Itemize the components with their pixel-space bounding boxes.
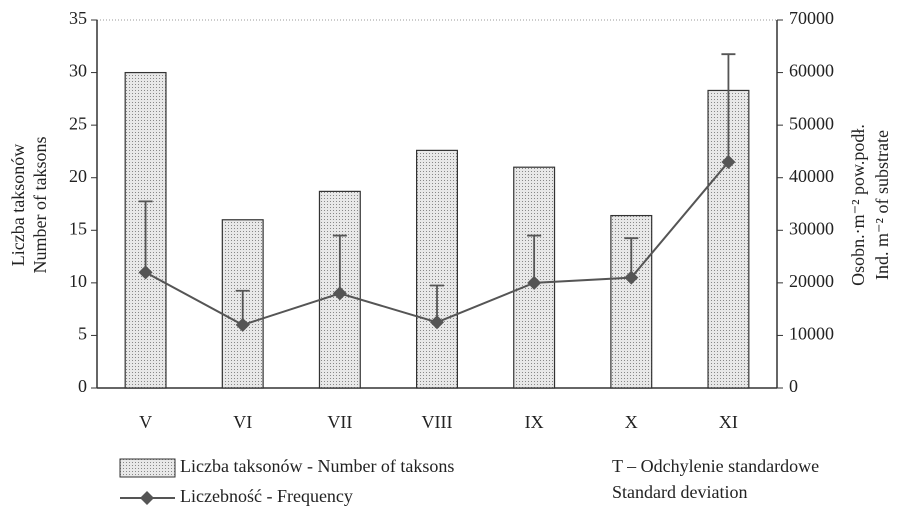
y2-tick-label: 30000 — [789, 218, 834, 238]
marker — [527, 275, 542, 290]
x-tick-label: VIII — [422, 412, 453, 432]
y2-tick-label: 50000 — [789, 113, 834, 133]
y2-tick-label: 20000 — [789, 271, 834, 291]
y-tick-label: 0 — [78, 376, 87, 396]
y-axis-label: Liczba taksonów — [8, 144, 28, 266]
y-tick-label: 5 — [78, 324, 87, 344]
bar — [610, 214, 653, 389]
y2-tick-label: 0 — [789, 376, 798, 396]
y2-tick-label: 60000 — [789, 61, 834, 81]
x-tick-label: X — [625, 412, 638, 432]
error-bar — [527, 234, 542, 283]
x-tick-label: V — [139, 412, 152, 432]
x-tick-label: XI — [719, 412, 738, 432]
y-tick-label: 15 — [69, 218, 87, 238]
x-tick-label: IX — [525, 412, 544, 432]
marker — [624, 270, 639, 285]
y2-axis-label: Ind. m⁻² of substrate — [872, 130, 892, 280]
legend-swatch — [119, 458, 176, 478]
y-tick-label: 10 — [69, 271, 87, 291]
annotation: T – Odchylenie standardowe — [612, 456, 819, 476]
y2-tick-label: 10000 — [789, 324, 834, 344]
marker — [721, 154, 736, 169]
legend-marker — [140, 491, 154, 505]
annotation: Standard deviation — [612, 482, 747, 502]
marker — [430, 315, 444, 330]
x-tick-label: VI — [233, 412, 252, 432]
y2-tick-label: 40000 — [789, 166, 834, 186]
y-tick-label: 25 — [69, 113, 87, 133]
legend-label: Liczebność - Frequency — [180, 486, 353, 506]
error-bar — [332, 234, 347, 294]
y-axis-label: Number of taksons — [30, 137, 50, 274]
x-tick-label: VII — [327, 412, 352, 432]
y-tick-label: 20 — [69, 166, 87, 186]
marker — [138, 265, 153, 280]
marker — [235, 317, 250, 332]
y2-tick-label: 70000 — [789, 8, 834, 28]
y2-axis-label: Osobn.·m⁻² pow.podł. — [848, 124, 868, 286]
error-bar — [138, 200, 153, 273]
legend-label: Liczba taksonów - Number of taksons — [180, 456, 454, 476]
error-bar — [721, 53, 736, 162]
marker — [332, 286, 347, 301]
y-tick-label: 30 — [69, 61, 87, 81]
bar — [416, 149, 459, 389]
y-tick-label: 35 — [69, 8, 87, 28]
